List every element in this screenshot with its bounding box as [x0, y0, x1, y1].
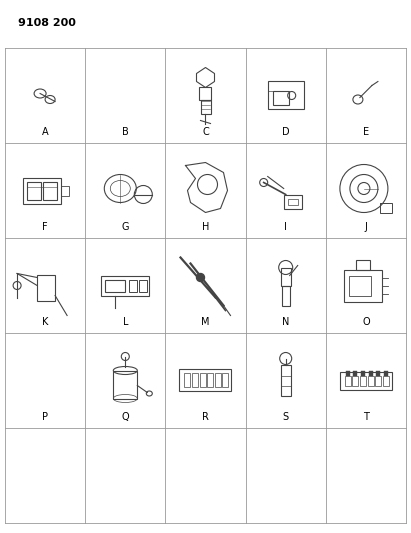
Bar: [380, 203, 392, 213]
Bar: [273, 91, 289, 104]
Text: F: F: [42, 222, 48, 232]
Bar: [23, 177, 61, 204]
Text: S: S: [283, 412, 289, 422]
Text: C: C: [202, 127, 209, 137]
Bar: [345, 376, 351, 385]
Bar: [43, 182, 57, 199]
Bar: [353, 370, 358, 376]
Bar: [268, 82, 304, 109]
Bar: [200, 373, 206, 386]
Bar: [356, 260, 370, 270]
Text: D: D: [282, 127, 289, 137]
Bar: [37, 274, 55, 301]
Bar: [384, 370, 388, 376]
Text: N: N: [282, 317, 289, 327]
Bar: [284, 195, 302, 208]
Bar: [215, 373, 221, 386]
Bar: [185, 373, 191, 386]
Bar: [113, 370, 137, 399]
Bar: [369, 370, 373, 376]
Text: K: K: [42, 317, 48, 327]
Bar: [375, 376, 381, 385]
Bar: [288, 198, 298, 205]
Bar: [222, 373, 229, 386]
Text: O: O: [362, 317, 370, 327]
Bar: [27, 182, 41, 199]
Bar: [340, 372, 392, 390]
Text: P: P: [42, 412, 48, 422]
Bar: [360, 376, 366, 385]
Text: Q: Q: [122, 412, 129, 422]
Circle shape: [196, 273, 205, 281]
Text: J: J: [365, 222, 367, 232]
Bar: [383, 376, 389, 385]
Text: M: M: [201, 317, 210, 327]
Bar: [201, 100, 210, 114]
Bar: [344, 270, 382, 302]
Text: T: T: [363, 412, 369, 422]
Bar: [281, 268, 291, 286]
Bar: [207, 373, 213, 386]
Bar: [361, 370, 365, 376]
Bar: [376, 370, 380, 376]
Bar: [282, 286, 290, 305]
Text: R: R: [202, 412, 209, 422]
Text: A: A: [42, 127, 48, 137]
Bar: [61, 185, 69, 196]
Bar: [129, 279, 137, 292]
Bar: [101, 276, 149, 295]
Text: L: L: [122, 317, 128, 327]
Text: G: G: [122, 222, 129, 232]
Text: 9108 200: 9108 200: [18, 18, 76, 28]
Bar: [199, 87, 212, 100]
Bar: [281, 365, 291, 395]
Bar: [353, 376, 358, 385]
Bar: [349, 276, 371, 295]
Bar: [180, 368, 231, 391]
Bar: [139, 279, 147, 292]
Bar: [105, 279, 125, 292]
Bar: [192, 373, 198, 386]
Bar: [368, 376, 374, 385]
Text: B: B: [122, 127, 129, 137]
Bar: [346, 370, 350, 376]
Text: E: E: [363, 127, 369, 137]
Text: I: I: [284, 222, 287, 232]
Text: H: H: [202, 222, 209, 232]
